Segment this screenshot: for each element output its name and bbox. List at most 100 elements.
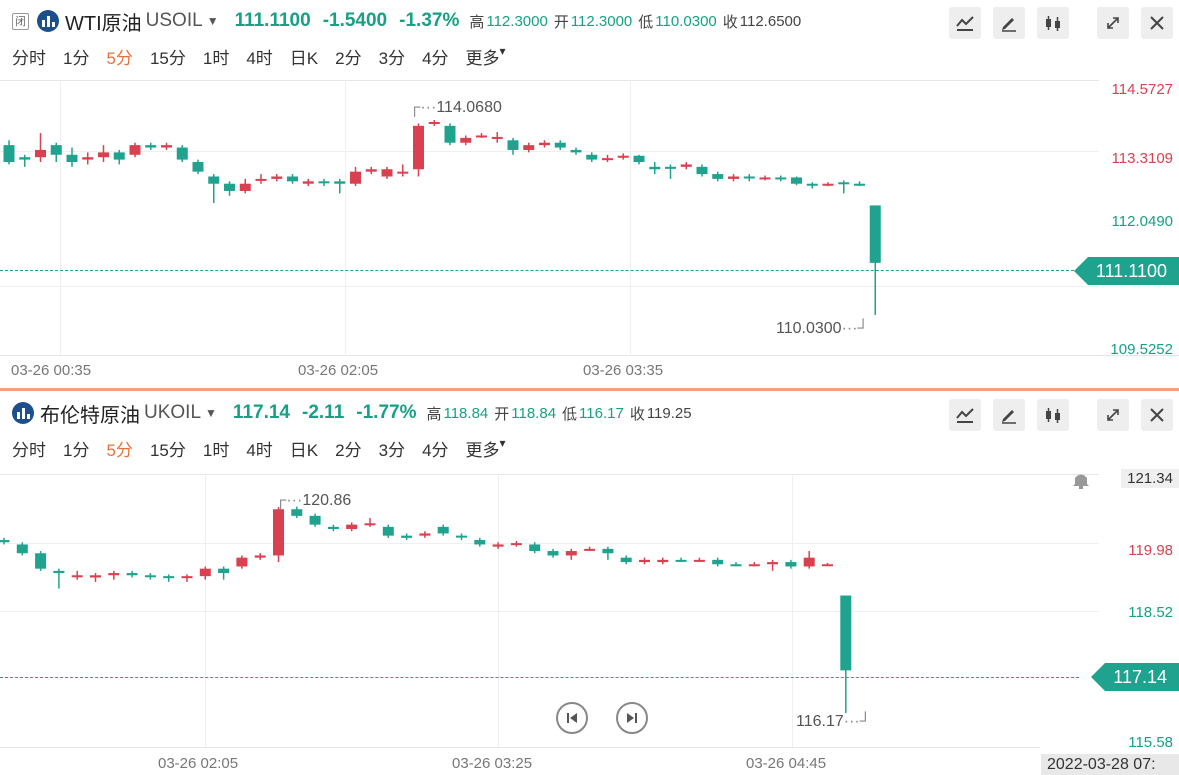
candle-body <box>350 171 361 184</box>
min-price-value: 110.0300 <box>776 320 842 337</box>
indicator-button[interactable] <box>1037 7 1069 39</box>
interval-tab[interactable]: 15分 <box>149 49 186 68</box>
candle-body <box>474 540 486 545</box>
candle-body <box>759 177 771 180</box>
candle-body <box>19 157 31 160</box>
usoil-candlestick-chart[interactable] <box>0 80 1100 355</box>
candle-body <box>869 205 881 263</box>
instrument-name[interactable]: 布伦特原油 <box>40 404 140 427</box>
candle-body <box>712 559 724 565</box>
candle-body <box>255 178 267 181</box>
alert-bell-icon[interactable] <box>1070 470 1092 490</box>
instrument-name[interactable]: WTI原油 <box>65 12 142 35</box>
price-axis-label: 109.5252 <box>1110 341 1173 358</box>
interval-tab[interactable]: 日K <box>289 49 319 68</box>
replay-back-button[interactable] <box>556 702 588 734</box>
chart-style-button[interactable] <box>949 7 981 39</box>
ukoil-candlestick-chart[interactable] <box>0 474 1100 747</box>
candle-body <box>113 152 125 160</box>
candle-body <box>437 526 449 534</box>
interval-tab[interactable]: 15分 <box>149 441 186 460</box>
interval-tab[interactable]: 4时 <box>246 49 273 68</box>
price-axis-label: 114.5727 <box>1111 81 1173 98</box>
time-axis-label: 03-26 02:05 <box>298 362 379 379</box>
grid-line <box>205 474 206 747</box>
interval-tab[interactable]: 分时 <box>12 49 46 68</box>
candle-body <box>743 176 755 179</box>
candle-body <box>657 559 669 563</box>
interval-tab[interactable]: 更多 <box>465 441 500 460</box>
interval-tab[interactable]: 1分 <box>63 49 90 68</box>
symbol-dropdown-icon[interactable]: ▼ <box>206 14 219 28</box>
interval-tab[interactable]: 4分 <box>422 441 449 460</box>
close-button[interactable] <box>1141 399 1173 431</box>
expand-button[interactable] <box>1097 399 1129 431</box>
interval-tab[interactable]: 2分 <box>335 49 362 68</box>
close-value: 119.25 <box>646 404 692 422</box>
max-price-mark: ┌···120.86 <box>275 492 352 509</box>
candle-body <box>649 166 661 170</box>
candle-body <box>16 544 28 554</box>
candle-body <box>309 515 321 525</box>
time-axis-label: 03-26 02:05 <box>158 755 239 772</box>
candle-body <box>444 125 456 143</box>
interval-tab[interactable]: 分时 <box>12 441 46 460</box>
candle-body <box>565 551 577 556</box>
interval-tab[interactable]: 2分 <box>335 441 362 460</box>
candle-body <box>840 595 852 671</box>
candle-body <box>419 533 431 536</box>
close-button[interactable] <box>1141 7 1173 39</box>
interval-tab[interactable]: 3分 <box>378 49 406 68</box>
candle-body <box>291 509 303 516</box>
interval-tab[interactable]: 更多 <box>465 49 500 68</box>
interval-tab[interactable]: 日K <box>289 441 319 460</box>
chart-style-button[interactable] <box>949 399 981 431</box>
panel-divider[interactable] <box>0 388 1179 391</box>
more-dropdown-icon[interactable]: ▾ <box>499 44 506 58</box>
indicator-button[interactable] <box>1037 399 1069 431</box>
last-price-tag: 111.1100 <box>1073 257 1179 285</box>
interval-tab[interactable]: 1时 <box>202 441 230 460</box>
interval-tab[interactable]: 1时 <box>202 49 230 68</box>
interval-tab[interactable]: 5分 <box>106 49 133 68</box>
candle-body <box>633 155 645 163</box>
candle-body <box>806 183 818 186</box>
candle-body <box>547 551 559 556</box>
candle-body <box>71 575 83 578</box>
candle-body <box>675 559 687 562</box>
interval-tab[interactable]: 4时 <box>246 441 273 460</box>
interval-tab[interactable]: 3分 <box>378 441 406 460</box>
grid-line <box>0 543 1099 544</box>
candle-body <box>287 176 298 182</box>
candle-body <box>460 137 472 143</box>
candle-body <box>302 181 314 184</box>
last-price-line <box>0 677 1079 678</box>
skip-forward-icon <box>627 713 637 723</box>
more-dropdown-icon[interactable]: ▾ <box>499 436 506 450</box>
candle-body <box>382 526 394 536</box>
interval-tab[interactable]: 5分 <box>106 441 133 460</box>
candle-body <box>539 142 550 146</box>
chart-style-icon <box>956 16 974 31</box>
instrument-symbol[interactable]: USOIL <box>145 10 203 31</box>
symbol-dropdown-icon[interactable]: ▼ <box>205 406 217 420</box>
draw-button[interactable] <box>993 7 1025 39</box>
max-price-value: 120.86 <box>302 492 352 509</box>
candle-body <box>586 154 598 160</box>
interval-tabs: 分时 1分 5分 15分 1时 4时 日K 2分 3分 4分 更多 ▾ <box>12 44 506 69</box>
price-axis-label: 118.52 <box>1128 604 1173 621</box>
close-label: 收 <box>629 405 645 423</box>
candle-body <box>35 553 47 569</box>
grid-line <box>0 151 1099 152</box>
draw-button[interactable] <box>993 399 1025 431</box>
candle-body <box>523 145 535 150</box>
interval-tab[interactable]: 4分 <box>422 49 449 68</box>
interval-tab[interactable]: 1分 <box>63 441 90 460</box>
instrument-symbol[interactable]: UKOIL <box>144 402 202 423</box>
replay-forward-button[interactable] <box>616 702 648 734</box>
candle-body <box>413 125 424 170</box>
expand-button[interactable] <box>1097 7 1129 39</box>
candle-body <box>66 154 78 163</box>
min-price-mark: 116.17···┘ <box>796 713 872 730</box>
candle-body <box>570 149 582 153</box>
